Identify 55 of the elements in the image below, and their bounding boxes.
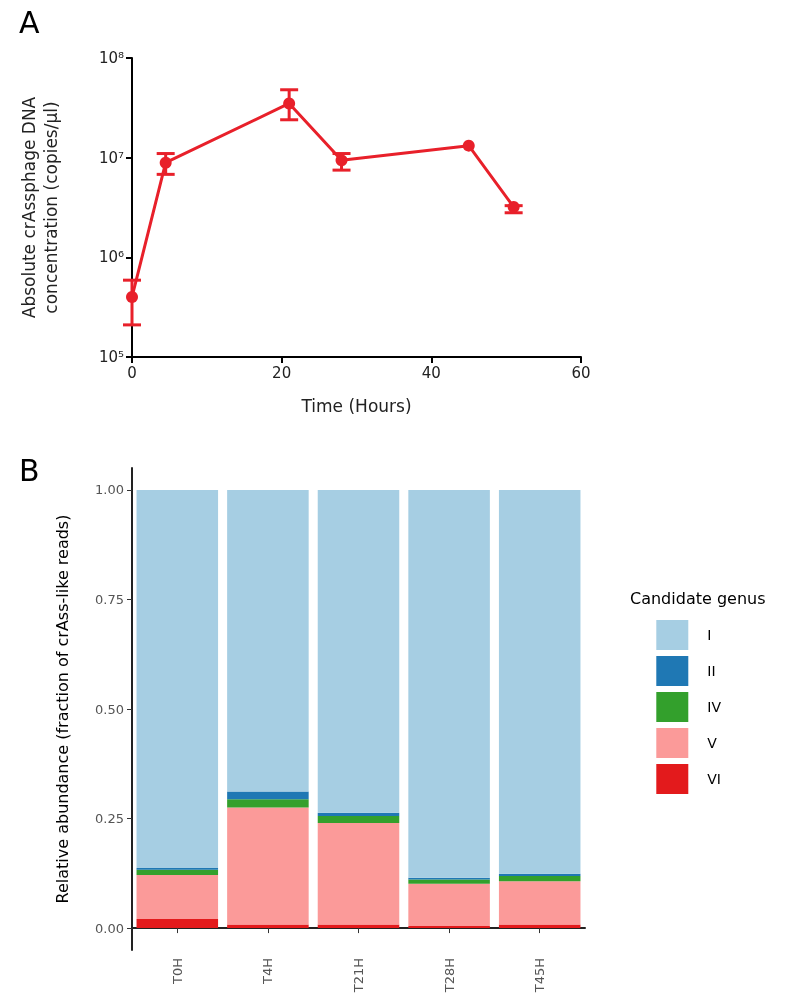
bar (408, 925, 490, 929)
bar (317, 489, 400, 813)
x-tick-label: T0H (169, 958, 185, 985)
bar (317, 815, 400, 823)
bar (227, 791, 309, 800)
y-tick-label: 10⁸ (98, 49, 124, 67)
legend-label: I (707, 627, 712, 643)
point (159, 156, 172, 169)
y-tick-label: 10⁶ (98, 248, 124, 267)
x-tick-label: T28H (441, 958, 457, 994)
y-tick-label: 10⁵ (98, 348, 124, 366)
bar (136, 489, 219, 869)
y-tick-label: 0.75 (95, 591, 124, 607)
y-tick-label: 1.00 (95, 482, 124, 498)
y-tick-label: 10⁷ (98, 148, 124, 167)
legend-label: IV (707, 699, 722, 715)
x-tick-label: 0 (127, 363, 137, 382)
legend-label: V (707, 735, 718, 751)
x-tick-label: T21H (351, 958, 366, 994)
point (335, 154, 348, 167)
bar (408, 879, 490, 884)
bar (227, 489, 309, 792)
y-tick-label: 0.50 (95, 701, 124, 717)
chart-title: A (19, 4, 40, 40)
bar (136, 869, 219, 876)
point (283, 97, 296, 110)
legend-label: VI (707, 771, 722, 787)
x-tick-label: 60 (571, 363, 591, 382)
bar (408, 883, 490, 926)
legend-label: II (707, 663, 716, 679)
y-axis-title: Relative abundance (fraction of crAss-like reads) (52, 514, 72, 904)
bar (317, 812, 400, 816)
x-tick-label: T4H (260, 958, 276, 985)
bar (136, 875, 219, 919)
bar (498, 875, 581, 882)
point (507, 200, 520, 213)
bar (498, 873, 581, 876)
bar (136, 918, 219, 929)
chart-title: B (19, 452, 40, 488)
bar (227, 807, 309, 925)
y-tick-label: 0.00 (95, 920, 124, 936)
point (126, 291, 138, 303)
x-tick-label: T45H (532, 958, 548, 994)
y-axis-title: Absolute crAssphage DNA concentration (copies/µl) (19, 96, 61, 319)
bar (498, 881, 581, 925)
bar (408, 489, 490, 878)
bar (227, 799, 309, 808)
legend-title: Candidate genus (630, 588, 766, 608)
y-tick-label: 0.25 (95, 811, 124, 827)
point (462, 139, 475, 152)
bar (317, 822, 400, 925)
x-tick-label: 20 (272, 363, 292, 382)
x-tick-label: 40 (421, 363, 441, 382)
x-axis-title: Time (Hours) (300, 395, 412, 416)
bar (498, 489, 581, 874)
